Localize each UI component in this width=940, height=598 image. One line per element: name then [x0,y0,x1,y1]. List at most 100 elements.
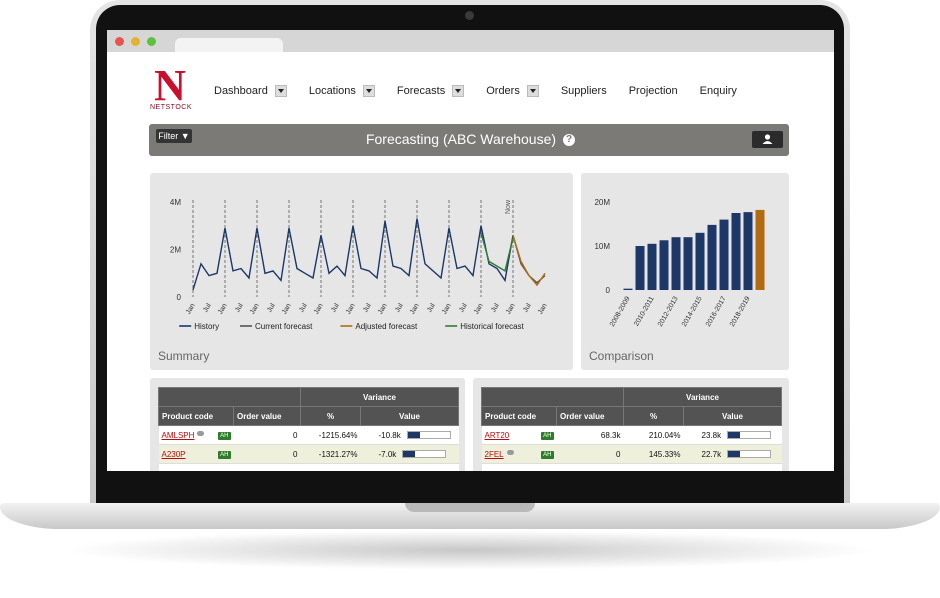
bar [635,246,645,290]
x-tick-label: Jul [202,302,213,314]
product-code[interactable]: A230P [161,449,186,459]
product-code[interactable]: 2FEL [484,449,504,459]
empty-cell [233,463,301,471]
nav-item[interactable]: Suppliers [561,84,607,98]
nav-label: Forecasts [396,85,446,97]
nav-label: Enquiry [699,85,737,97]
x-tick-label: 2008-2009 [609,295,632,328]
product-code[interactable]: AMLSPH [161,430,195,440]
y-tick-label: 4M [170,198,181,207]
badge: AH [218,431,231,440]
empty-cell [623,463,684,471]
table-row: A230P AH 0 -1321.27% -7.0k [158,444,459,464]
x-tick-label: Jul [362,302,373,314]
column-header: Order value [556,406,624,426]
variance-value: -7.0k [378,449,397,459]
x-tick-label: 2012-2013 [657,295,680,328]
x-tick-label: Jul [522,302,533,314]
dropdown-caret[interactable] [452,85,465,97]
camera [465,11,474,20]
comment-icon [197,430,205,436]
nav-item[interactable]: Locations [309,84,375,98]
nav-item[interactable]: Orders [486,84,539,98]
x-tick-label: Jul [394,302,405,314]
series-line [512,235,546,287]
annotation: Now [505,199,512,214]
column-header: Value [359,406,460,426]
badge: AH [541,431,554,440]
bar [755,209,765,290]
bar [707,224,717,290]
column-header: Value [682,406,783,426]
nav-item[interactable]: Enquiry [700,84,737,98]
bar [683,237,693,290]
variance-value-cell: -7.0k [360,444,459,464]
order-value: 0 [233,425,301,445]
y-tick-label: 10M [594,242,610,251]
table-card: Variance Product code Order value% Value ART… [473,378,789,471]
badge: AH [541,450,554,459]
card-title: Summary [158,349,209,363]
variance-value: 23.8k [701,430,722,440]
series-line [192,218,514,291]
group-header: Variance [299,387,460,407]
variance-value: 22.7k [701,449,722,459]
column-header: Product code [481,406,557,426]
user-button[interactable] [752,131,783,148]
card-title: Comparison [589,349,654,363]
minimize-button[interactable] [131,37,140,46]
y-tick-label: 20M [594,198,610,207]
product-cell: ART20 AH [481,425,557,445]
bar [623,288,633,290]
column-header: % [623,406,684,426]
order-value: 0 [233,444,301,464]
empty-cell [556,463,624,471]
product-cell: 2FEL AH [481,444,557,464]
nav-label: Locations [308,85,356,97]
bar [695,232,705,290]
x-tick-label: 2018-2019 [729,295,752,328]
summary-chart: Summary 0 2M 4M Jan Jul Jan Jul Jan Jul Jan Jul Jan J… [158,198,549,363]
nav-item[interactable]: Dashboard [214,84,287,98]
variance-percent: 145.33% [623,444,684,464]
variance-value-cell: 23.8k [683,425,782,445]
bar [647,243,657,290]
browser-tab[interactable] [175,38,283,52]
toolbar [149,124,789,156]
dropdown-caret[interactable] [274,85,287,97]
bar [731,213,741,290]
x-tick-label: Jan [473,302,485,315]
dropdown-caret[interactable] [362,85,375,97]
nav-item[interactable]: Projection [629,84,678,98]
empty-cell [158,463,234,471]
variance-value-cell: 22.7k [683,444,782,464]
variance-value: -10.8k [378,430,401,440]
brand-name[interactable]: NETSTOCK [150,104,192,111]
laptop-notch [405,503,535,512]
browser-chrome [107,30,834,52]
data-table: Variance Product code Order value% Value ART… [481,387,783,471]
column-header: Order value [233,406,301,426]
legend-label: Adjusted forecast [355,322,418,331]
product-code[interactable]: ART20 [484,430,510,440]
x-tick-label: 2016-2017 [705,295,728,328]
group-header: Variance [622,387,783,407]
legend-label: Current forecast [255,322,313,331]
order-value: 0 [556,444,624,464]
bar [719,219,729,290]
close-button[interactable] [115,37,124,46]
logo-mark[interactable]: N [154,61,186,110]
dropdown-caret[interactable] [526,85,539,97]
mini-bar-fill [403,451,416,458]
table-card: Variance Product code Order value% Value AML… [150,378,465,471]
help-icon[interactable]: ? [563,134,575,146]
maximize-button[interactable] [147,37,156,46]
product-cell: AMLSPH AH [158,425,234,445]
group-header-row: Variance [481,387,783,407]
table-row [481,463,782,471]
variance-percent: 210.04% [623,425,684,445]
filter-button[interactable]: Filter ▼ [156,129,192,143]
nav-item[interactable]: Forecasts [396,84,465,98]
x-tick-label: Jul [298,302,309,314]
bar [671,237,681,290]
